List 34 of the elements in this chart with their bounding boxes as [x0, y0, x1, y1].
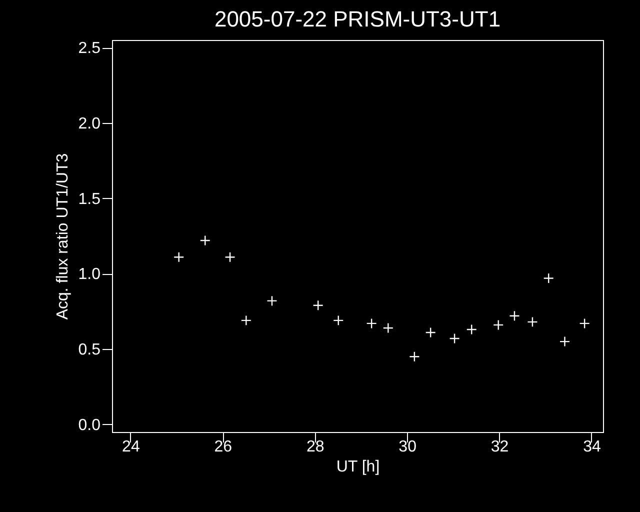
point	[266, 295, 278, 306]
y-tick-label: 1.0	[78, 266, 101, 284]
point	[509, 310, 520, 322]
y-tick-label: 2.5	[78, 40, 101, 58]
x-axis-title: UT [h]	[336, 458, 380, 476]
y-tick-label: 0.0	[78, 416, 101, 434]
point	[240, 315, 252, 326]
point	[333, 315, 344, 326]
point	[409, 351, 420, 362]
point	[579, 318, 590, 329]
point	[312, 300, 324, 311]
x-tick-label: 24	[122, 438, 140, 456]
chart-title: 2005-07-22 PRISM-UT3-UT1	[214, 6, 501, 32]
point	[200, 235, 210, 246]
y-axis-title: Acq. flux ratio UT1/UT3	[54, 153, 72, 320]
point	[466, 324, 477, 335]
point	[174, 252, 184, 262]
point	[543, 272, 554, 284]
point	[425, 327, 436, 338]
point	[382, 322, 394, 334]
y-tick-label: 1.5	[78, 190, 101, 208]
x-tick-label: 32	[490, 438, 509, 456]
point	[527, 316, 538, 328]
point	[493, 320, 504, 330]
x-tick-label: 26	[214, 438, 232, 456]
point	[224, 252, 236, 262]
x-tick-label: 28	[306, 438, 324, 456]
y-tick-label: 2.0	[78, 115, 101, 132]
point	[449, 333, 460, 344]
y-tick-label: 0.5	[78, 342, 101, 359]
x-tick-label: 30	[398, 438, 417, 456]
x-tick-label: 34	[583, 438, 601, 456]
point	[366, 318, 377, 329]
point	[559, 336, 570, 347]
